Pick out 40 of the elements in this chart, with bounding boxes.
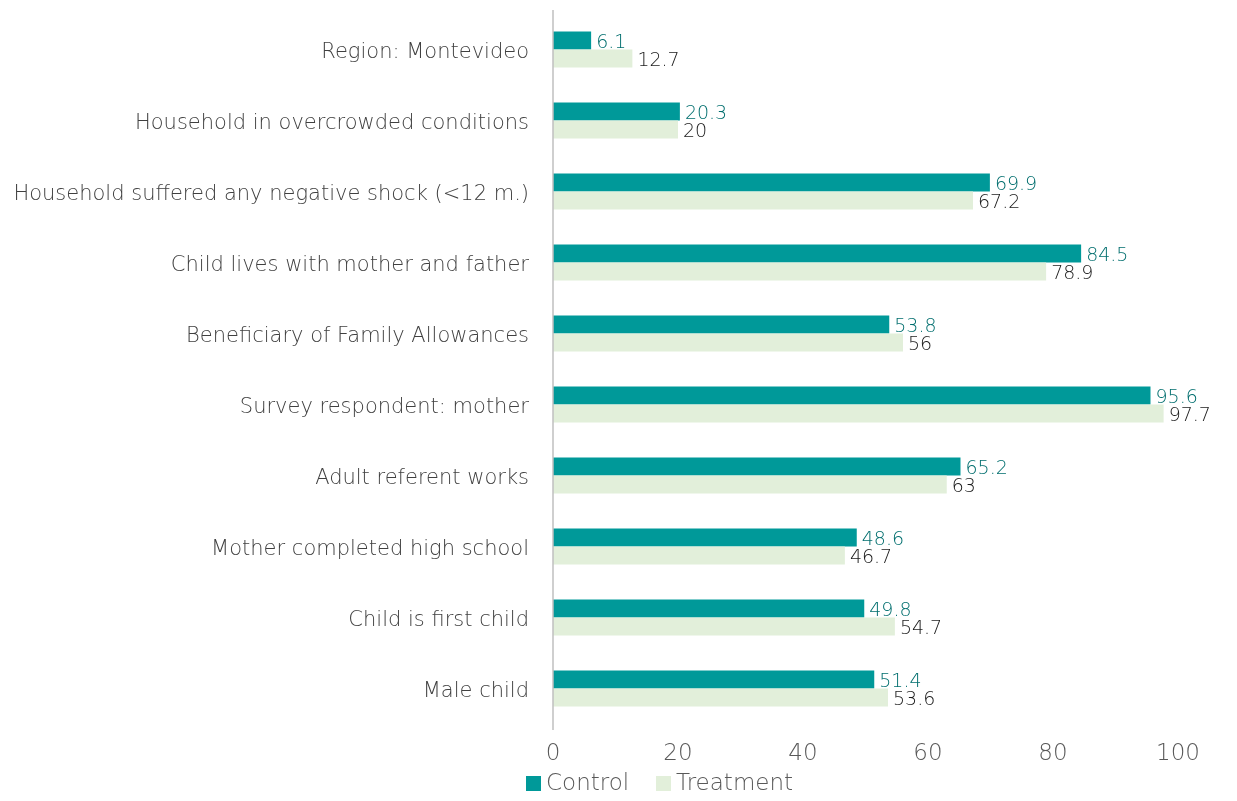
x-tick-label: 0 bbox=[545, 739, 561, 765]
bar bbox=[553, 599, 865, 618]
y-tick-label: Male child bbox=[422, 677, 529, 702]
bar bbox=[553, 49, 633, 68]
bar bbox=[553, 31, 592, 50]
bar bbox=[553, 528, 857, 547]
bar bbox=[553, 333, 903, 352]
y-tick-label: Adult referent works bbox=[315, 464, 529, 489]
bar bbox=[553, 386, 1151, 405]
legend-label: Treatment bbox=[676, 769, 794, 795]
bar bbox=[553, 546, 845, 565]
y-tick-label: Child is first child bbox=[348, 606, 529, 631]
y-tick-label: Mother completed high school bbox=[211, 535, 529, 560]
bar bbox=[553, 244, 1082, 263]
y-tick-label: Household suffered any negative shock (<12 m.) bbox=[13, 180, 529, 205]
bar bbox=[553, 457, 961, 476]
bar bbox=[553, 688, 888, 707]
x-tick-label: 100 bbox=[1156, 739, 1200, 765]
bar bbox=[553, 191, 973, 210]
data-label: 12.7 bbox=[637, 47, 680, 70]
y-tick-label: Beneficiary of Family Allowances bbox=[186, 322, 529, 347]
legend-label: Control bbox=[546, 769, 630, 795]
y-tick-label: Child lives with mother and father bbox=[170, 251, 530, 276]
y-tick-label: Region: Montevideo bbox=[321, 38, 529, 63]
bar bbox=[553, 475, 947, 494]
bar bbox=[553, 315, 890, 334]
bar bbox=[553, 102, 680, 121]
x-tick-label: 80 bbox=[1038, 739, 1068, 765]
bar bbox=[553, 120, 678, 139]
bar bbox=[553, 173, 990, 192]
x-tick-label: 40 bbox=[788, 739, 818, 765]
y-tick-label: Household in overcrowded conditions bbox=[134, 109, 529, 134]
bar bbox=[553, 617, 895, 636]
x-tick-label: 20 bbox=[663, 739, 693, 765]
bar bbox=[553, 670, 875, 689]
x-tick-label: 60 bbox=[913, 739, 943, 765]
bar bbox=[553, 404, 1164, 423]
data-label: 6.1 bbox=[596, 29, 627, 52]
y-tick-label: Survey respondent: mother bbox=[239, 393, 530, 418]
bar bbox=[553, 262, 1047, 281]
